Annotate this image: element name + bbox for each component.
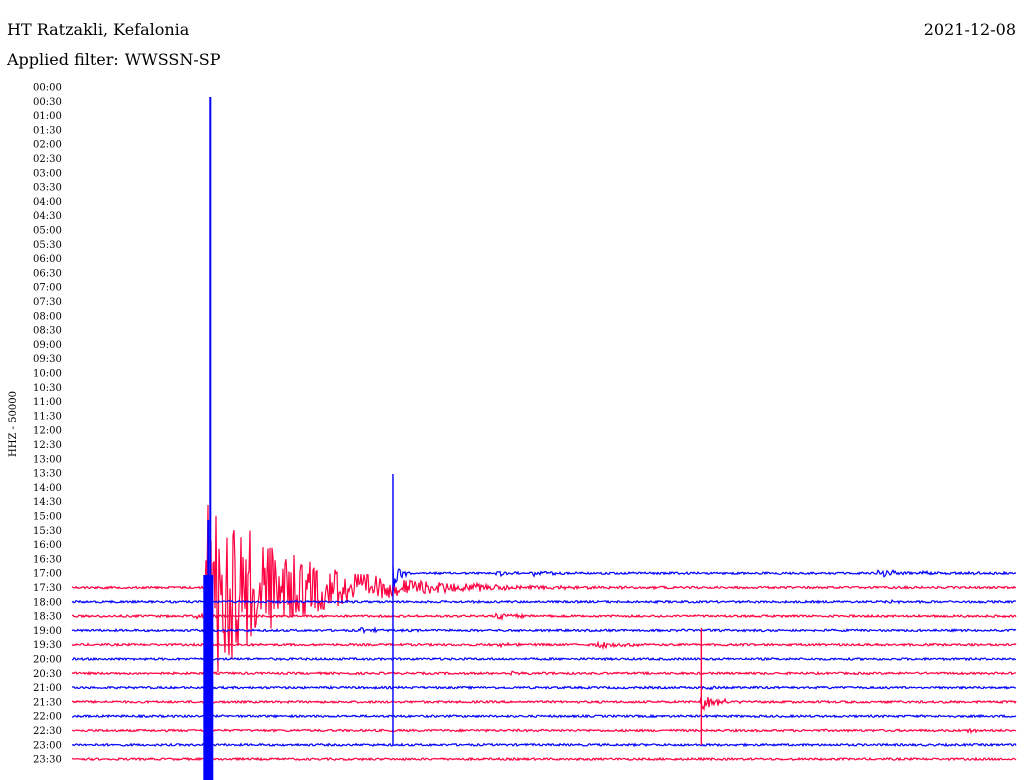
filter-line: Applied filter: WWSSN-SP [7, 50, 220, 70]
row-label-0300: 03:00 [33, 168, 62, 179]
row-label-1100: 11:00 [33, 397, 62, 408]
trace-row-2200 [71, 713, 1017, 719]
trace-row-1730 [71, 504, 1016, 673]
row-label-1400: 14:00 [33, 483, 62, 494]
row-label-1730: 17:30 [33, 583, 62, 594]
trace-row-1800 [71, 598, 1017, 605]
row-label-0200: 02:00 [33, 140, 62, 151]
trace-row-2230 [71, 727, 1017, 735]
row-label-0730: 07:30 [33, 297, 62, 308]
row-label-0130: 01:30 [33, 125, 62, 136]
row-label-1130: 11:30 [33, 411, 62, 422]
row-label-0230: 02:30 [33, 154, 62, 165]
filter-value: WWSSN-SP [124, 50, 221, 69]
filter-label: Applied filter: [7, 50, 119, 69]
row-label-1900: 19:00 [33, 626, 62, 637]
time-axis-labels: 00:00 00:30 01:00 01:30 02:00 02:30 03:00 03:30… [33, 83, 62, 766]
row-label-0000: 00:00 [33, 83, 62, 94]
row-label-2030: 20:30 [33, 669, 62, 680]
row-label-1700: 17:00 [33, 569, 62, 580]
row-label-0400: 04:00 [33, 197, 62, 208]
row-label-2200: 22:00 [33, 712, 62, 723]
main-event-band [203, 575, 214, 780]
trace-row-1900 [71, 626, 1017, 635]
row-label-2100: 21:00 [33, 683, 62, 694]
row-label-0100: 01:00 [33, 111, 62, 122]
channel-label: HHZ - 50000 [8, 391, 19, 457]
station-title: HT Ratzakli, Kefalonia [7, 20, 190, 39]
row-label-1430: 14:30 [33, 497, 62, 508]
row-label-1630: 16:30 [33, 554, 62, 565]
row-label-0830: 08:30 [33, 326, 62, 337]
row-label-0500: 05:00 [33, 226, 62, 237]
row-label-1530: 15:30 [33, 526, 62, 537]
row-label-0930: 09:30 [33, 354, 62, 365]
row-label-0630: 06:30 [33, 268, 62, 279]
trace-row-2030 [71, 670, 1017, 676]
trace-row-1700 [392, 565, 1017, 591]
row-label-1000: 10:00 [33, 369, 62, 380]
trace-row-2300 [71, 742, 1017, 748]
trace-row-2130 [71, 697, 1017, 712]
row-label-0430: 04:30 [33, 211, 62, 222]
row-label-1500: 15:00 [33, 512, 62, 523]
row-label-1830: 18:30 [33, 612, 62, 623]
row-label-1330: 13:30 [33, 469, 62, 480]
row-label-1300: 13:00 [33, 454, 62, 465]
row-label-1800: 18:00 [33, 597, 62, 608]
row-label-2230: 22:30 [33, 726, 62, 737]
row-label-2330: 23:30 [33, 755, 62, 766]
trace-row-2330 [71, 756, 1017, 762]
row-label-0330: 03:30 [33, 183, 62, 194]
trace-row-1830 [72, 612, 1017, 622]
row-label-1230: 12:30 [33, 440, 62, 451]
row-label-1930: 19:30 [33, 640, 62, 651]
trace-row-2000 [72, 656, 1016, 662]
row-label-0030: 00:30 [33, 97, 62, 108]
row-label-2300: 23:00 [33, 740, 62, 751]
row-label-0800: 08:00 [33, 311, 62, 322]
row-label-1600: 16:00 [33, 540, 62, 551]
seismogram-traces [71, 97, 1017, 780]
record-date: 2021-12-08 [923, 20, 1016, 39]
row-label-0600: 06:00 [33, 254, 62, 265]
row-label-0530: 05:30 [33, 240, 62, 251]
row-label-0700: 07:00 [33, 283, 62, 294]
row-label-0900: 09:00 [33, 340, 62, 351]
row-label-2000: 20:00 [33, 655, 62, 666]
trace-row-1930 [71, 640, 1017, 651]
row-label-2130: 21:30 [33, 697, 62, 708]
trace-row-2100 [71, 685, 1017, 691]
row-label-1030: 10:30 [33, 383, 62, 394]
row-label-1200: 12:00 [33, 426, 62, 437]
